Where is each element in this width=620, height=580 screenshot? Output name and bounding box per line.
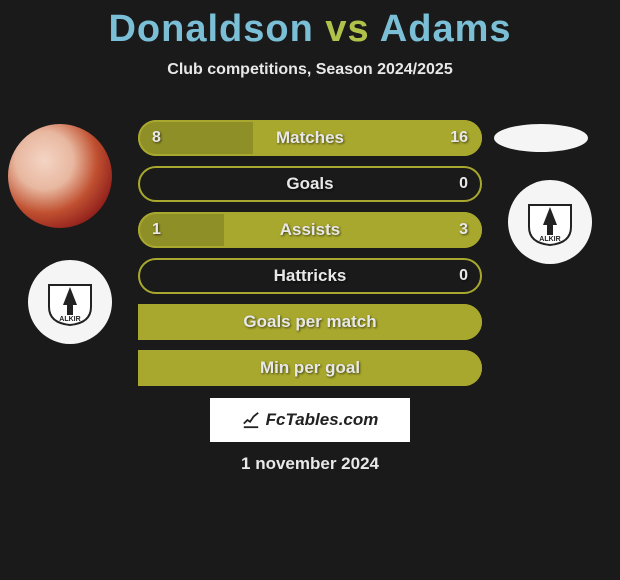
stat-row: Min per goal [138, 350, 482, 386]
stat-label: Min per goal [138, 350, 482, 386]
player2-club-badge: ALKIR [508, 180, 592, 264]
svg-text:ALKIR: ALKIR [539, 236, 560, 243]
stat-row: 13Assists [138, 212, 482, 248]
svg-text:ALKIR: ALKIR [59, 316, 80, 323]
player1-name: Donaldson [108, 8, 313, 50]
player1-club-badge: ALKIR [28, 260, 112, 344]
stat-label: Assists [138, 212, 482, 248]
fctables-watermark: FcTables.com [210, 398, 410, 442]
stat-label: Matches [138, 120, 482, 156]
shield-icon: ALKIR [525, 197, 575, 247]
player2-name: Adams [380, 8, 512, 50]
watermark-text: FcTables.com [266, 410, 379, 430]
stat-row: 0Hattricks [138, 258, 482, 294]
stat-label: Hattricks [138, 258, 482, 294]
vs-text: vs [325, 8, 369, 50]
subtitle: Club competitions, Season 2024/2025 [0, 61, 620, 79]
date-text: 1 november 2024 [0, 454, 620, 474]
stat-row: Goals per match [138, 304, 482, 340]
comparison-title: Donaldson vs Adams [0, 0, 620, 51]
shield-icon: ALKIR [45, 277, 95, 327]
player1-photo [8, 124, 112, 228]
chart-icon [242, 411, 260, 429]
stat-label: Goals [138, 166, 482, 202]
stat-row: 0Goals [138, 166, 482, 202]
comparison-chart: 816Matches 0Goals 13Assists 0Hattricks Goals… [138, 120, 482, 396]
stat-label: Goals per match [138, 304, 482, 340]
stat-row: 816Matches [138, 120, 482, 156]
player2-photo [494, 124, 588, 152]
